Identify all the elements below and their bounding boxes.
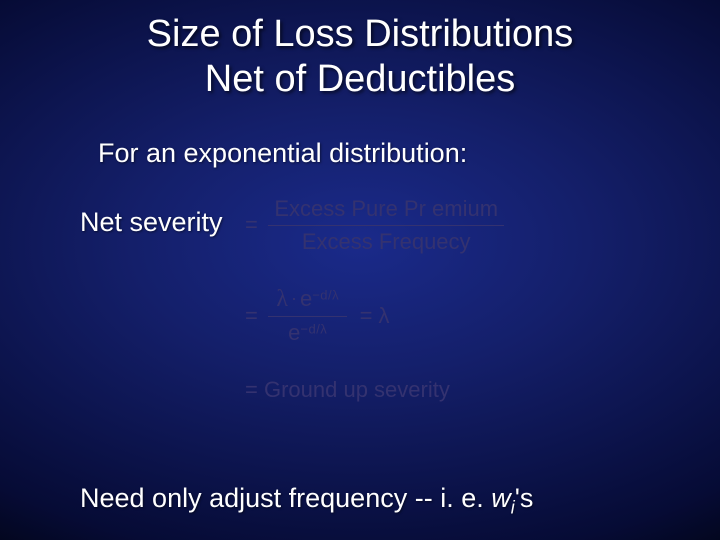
bottom-note: Need only adjust frequency -- i. e. wi's [80,483,533,518]
slide-title: Size of Loss Distributions Net of Deduct… [0,12,720,102]
dot-symbol: · [288,288,300,308]
fraction-1-den: Excess Frequecy [268,226,504,256]
equals-sign: = [245,212,258,238]
result-lambda: = λ [360,303,390,329]
formula-line-1: = Excess Pure Pr emium Excess Frequecy [245,195,504,255]
net-severity-label: Net severity [80,207,223,238]
title-line-2: Net of Deductibles [205,58,516,100]
exponent-den: −d/λ [300,322,327,337]
fraction-1: Excess Pure Pr emium Excess Frequecy [268,195,504,255]
formula-line-3: = Ground up severity [245,377,450,403]
fraction-2-den: e−d/λ [268,317,347,345]
fraction-1-num: Excess Pure Pr emium [268,195,504,226]
bottom-prefix: Need only adjust frequency -- i. e. [80,483,491,513]
e-base-den: e [288,320,300,345]
subtitle: For an exponential distribution: [98,138,467,169]
equals-sign-2: = [245,303,258,329]
fraction-2: λ·e−d/λ e−d/λ [268,287,347,345]
bottom-var: w [491,483,511,513]
lambda-symbol: λ [276,286,288,312]
bottom-suffix: 's [515,483,534,513]
fraction-2-num: λ·e−d/λ [268,287,347,317]
e-base-num: e [300,286,312,311]
title-line-1: Size of Loss Distributions [147,13,574,55]
exponent-num: −d/λ [312,288,339,303]
formula-line-2: = λ·e−d/λ e−d/λ = λ [245,287,390,345]
